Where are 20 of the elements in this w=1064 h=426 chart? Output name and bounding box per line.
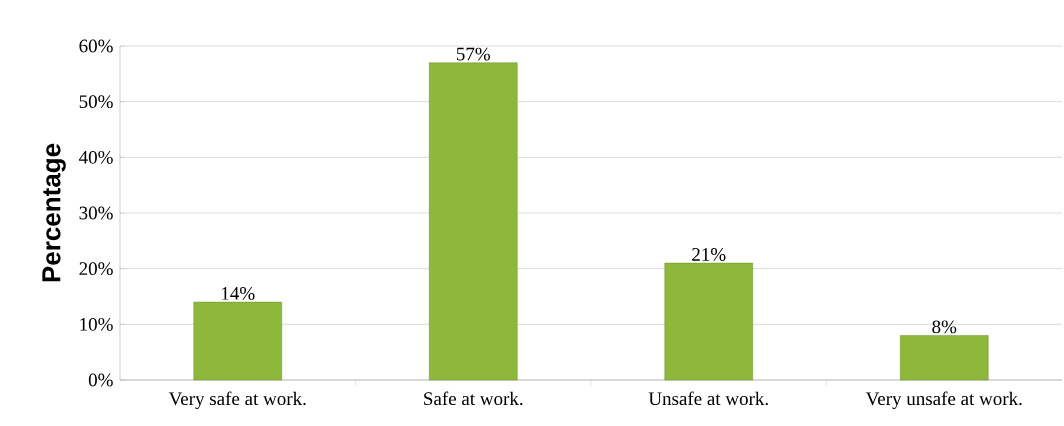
y-tick-label: 20% — [79, 262, 113, 276]
y-tick-label: 40% — [79, 150, 113, 164]
y-tick-label: 60% — [79, 39, 113, 53]
x-tick-label: Very unsafe at work. — [865, 391, 1022, 409]
y-tick-label: 50% — [79, 95, 113, 109]
x-tick-label: Unsafe at work. — [648, 391, 768, 406]
y-axis-title: Percentage — [42, 143, 66, 282]
bar — [900, 335, 989, 381]
y-tick-label: 30% — [79, 206, 113, 220]
x-tick-label: Safe at work. — [424, 391, 523, 406]
data-label: 8% — [932, 320, 957, 334]
y-tick-label: 10% — [80, 317, 113, 331]
data-label: 14% — [222, 286, 255, 300]
bar — [193, 301, 282, 381]
y-tick-label: 0% — [88, 373, 113, 387]
bar — [664, 262, 753, 381]
data-label: 21% — [692, 248, 726, 261]
bar — [429, 62, 518, 381]
data-label: 57% — [456, 47, 491, 61]
x-tick-label: Very safe at work. — [168, 391, 306, 409]
